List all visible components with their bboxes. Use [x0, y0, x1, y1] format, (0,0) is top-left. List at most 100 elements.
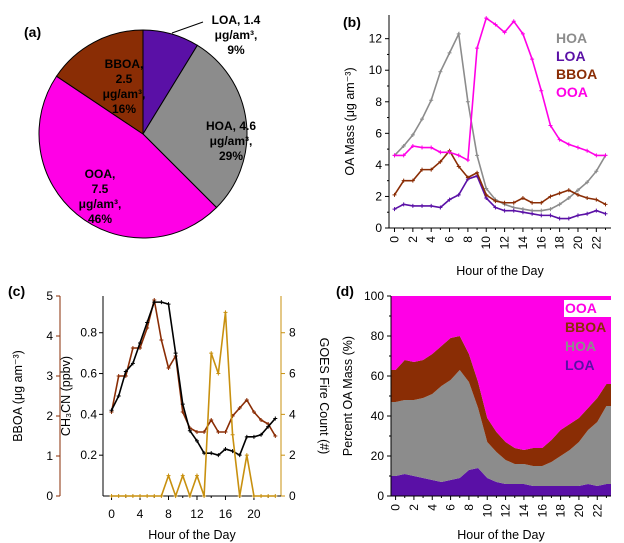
data-point-ooa [548, 123, 553, 128]
data-point-bboa [502, 200, 507, 205]
mid-tick-label: 0.6 [80, 367, 97, 381]
x-axis-label: Hour of the Day [457, 528, 545, 542]
data-point-hoa [575, 188, 580, 193]
data-point-mid [223, 447, 228, 452]
x-tick-label: 22 [590, 504, 604, 518]
data-point-mid [251, 434, 256, 439]
data-point-right [187, 494, 192, 498]
data-point-right [109, 494, 114, 498]
right-tick-label: 0 [289, 489, 296, 503]
pie-label-bboa: BBOA, [105, 57, 144, 71]
data-point-mid [237, 453, 242, 458]
data-point-loa [511, 208, 516, 213]
series-line-mid [110, 301, 276, 457]
right-tick-label: 4 [289, 407, 296, 421]
data-point-bboa [585, 196, 590, 201]
data-point-right [216, 371, 221, 376]
data-point-loa [520, 210, 525, 215]
pie-slice-ooa [38, 75, 218, 239]
x-tick-label: 14 [517, 504, 531, 518]
left-tick-label: 4 [46, 329, 53, 343]
x-tick-label: 0 [108, 507, 115, 521]
data-point-mid [123, 369, 128, 374]
data-point-bboa [484, 192, 489, 197]
data-point-ooa [420, 145, 425, 150]
data-point-hoa [566, 196, 571, 201]
legend-entry-bboa: BBOA [556, 66, 597, 82]
data-point-ooa [502, 30, 507, 35]
left-tick-label: 5 [46, 289, 53, 303]
data-point-left [202, 430, 207, 434]
x-tick-label: 12 [498, 236, 512, 250]
data-point-right [259, 494, 264, 498]
data-point-loa [447, 197, 452, 202]
series-line-bboa [393, 149, 606, 206]
x-tick-label: 16 [535, 504, 549, 518]
data-point-mid [130, 361, 135, 366]
data-point-bboa [530, 200, 535, 205]
data-point-bboa [520, 196, 525, 201]
data-point-loa [429, 203, 434, 208]
series-line-loa [394, 174, 606, 220]
x-tick-label: 0 [389, 504, 403, 511]
data-point-ooa [401, 153, 406, 158]
data-point-loa [566, 216, 571, 221]
pie-slice-hoa [142, 44, 248, 209]
data-point-bboa [548, 194, 553, 199]
y-tick-label: 40 [371, 409, 385, 423]
left-tick-label: 2 [46, 409, 53, 423]
data-point-bboa [456, 164, 461, 169]
data-point-bboa [603, 202, 608, 207]
x-tick-label: 8 [462, 504, 476, 511]
legend-entry-loa: LOA [556, 48, 586, 64]
data-point-bboa [594, 197, 599, 202]
data-point-ooa [539, 88, 544, 93]
panel-letter-c: (c) [8, 283, 25, 299]
data-point-bboa [566, 188, 571, 193]
data-point-left [223, 430, 228, 434]
x-tick-label: 12 [499, 504, 513, 518]
right-tick-label: 6 [289, 367, 296, 381]
x-tick-label: 18 [554, 504, 568, 518]
data-point-mid [194, 438, 199, 443]
y-tick-label: 8 [375, 95, 382, 109]
y-axis-label: OA Mass (μg am⁻³) [343, 67, 357, 175]
data-point-bboa [420, 167, 425, 172]
data-point-ooa [585, 148, 590, 153]
data-point-bboa [410, 178, 415, 183]
data-point-ooa [566, 142, 571, 147]
data-point-right [130, 494, 135, 498]
data-point-mid [209, 451, 214, 456]
panel-letter-a: (a) [24, 24, 41, 40]
data-point-right [173, 494, 178, 498]
data-point-left [259, 418, 264, 422]
data-point-ooa [594, 153, 599, 158]
data-point-right [166, 473, 171, 478]
data-point-left [251, 410, 256, 414]
data-point-bboa [475, 170, 480, 175]
data-point-hoa [475, 153, 480, 158]
data-point-loa [594, 208, 599, 213]
data-point-right [159, 494, 164, 498]
right-axis-label: GOES Fire Count (#) [317, 338, 331, 455]
x-tick-label: 16 [534, 236, 548, 250]
pie-label-hoa: HOA, 4.6 [206, 119, 256, 133]
area-bboa [391, 336, 611, 466]
y-tick-label: 100 [364, 289, 384, 303]
data-point-right [152, 494, 157, 498]
data-point-mid [216, 453, 221, 458]
data-point-ooa [557, 137, 562, 142]
pie-label-loa: LOA, 1.4 [212, 13, 261, 27]
data-point-right [237, 494, 242, 498]
x-tick-label: 10 [479, 236, 493, 250]
data-point-ooa [530, 57, 535, 62]
data-point-mid [180, 402, 185, 407]
panel-letter-b: (b) [343, 14, 361, 30]
data-point-loa [392, 207, 397, 212]
x-tick-label: 8 [461, 236, 475, 243]
x-tick-label: 6 [444, 504, 458, 511]
x-axis-label: Hour of the Day [148, 528, 236, 542]
data-point-loa [539, 213, 544, 218]
